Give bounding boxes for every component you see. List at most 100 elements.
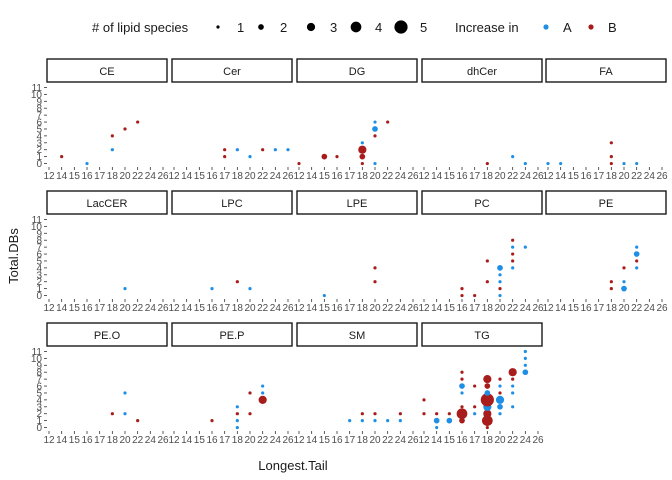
x-tick-label: 12 <box>43 303 55 314</box>
x-tick-label: 15 <box>568 171 580 182</box>
y-tick-label: 5 <box>36 124 42 135</box>
x-tick-label: 26 <box>157 303 169 314</box>
strip-label: Cer <box>223 66 241 78</box>
x-tick-label: 14 <box>431 171 443 182</box>
size-legend-title: # of lipid species <box>92 20 189 35</box>
x-tick-label: 12 <box>168 435 180 446</box>
data-point-B <box>485 280 489 284</box>
y-tick-label: 11 <box>32 215 43 226</box>
data-point-B <box>422 412 426 416</box>
data-point-B <box>136 120 140 124</box>
strip-box <box>296 58 418 83</box>
x-tick-label: 12 <box>418 303 430 314</box>
y-tick-label: 9 <box>36 229 42 240</box>
data-point-A <box>511 266 515 270</box>
x-tick-label: 15 <box>194 171 206 182</box>
x-tick-label: 16 <box>331 171 343 182</box>
data-point-B <box>473 405 477 409</box>
y-tick-label: 7 <box>36 111 42 122</box>
x-tick-label: 12 <box>542 171 554 182</box>
data-point-A <box>495 395 505 404</box>
x-tick-label: 22 <box>631 171 643 182</box>
y-tick-label: 2 <box>36 145 42 156</box>
x-tick-label: 20 <box>244 435 256 446</box>
data-point-A <box>348 419 352 423</box>
data-point-B <box>335 155 339 159</box>
x-tick-label: 18 <box>107 303 119 314</box>
data-point-A <box>360 141 364 145</box>
data-point-A <box>248 155 252 159</box>
x-tick-label: 14 <box>181 303 193 314</box>
strip-box <box>296 322 418 347</box>
x-axis-title: Longest.Tail <box>258 458 327 473</box>
x-tick-label: 20 <box>119 171 131 182</box>
x-tick-label: 17 <box>94 435 106 446</box>
data-point-B <box>460 405 464 409</box>
data-point-B <box>481 415 493 426</box>
x-tick-label: 17 <box>344 303 356 314</box>
x-tick-label: 22 <box>507 435 519 446</box>
x-tick-label: 12 <box>418 435 430 446</box>
data-point-A <box>546 161 550 166</box>
x-tick-label: 20 <box>494 303 506 314</box>
data-point-A <box>123 391 127 395</box>
x-tick-label: 14 <box>431 435 443 446</box>
data-point-A <box>433 417 440 424</box>
x-tick-label: 20 <box>369 171 381 182</box>
size-legend-marker <box>350 21 362 33</box>
x-tick-label: 22 <box>257 435 269 446</box>
x-tick-label: 15 <box>69 171 81 182</box>
data-point-B <box>110 412 114 416</box>
data-point-B <box>498 287 502 291</box>
data-point-B <box>373 280 377 284</box>
x-tick-label: 24 <box>270 171 282 182</box>
data-point-A <box>511 384 515 388</box>
data-point-B <box>321 153 328 160</box>
x-tick-label: 17 <box>469 303 481 314</box>
x-tick-label: 14 <box>306 171 318 182</box>
y-tick-label: 8 <box>36 368 42 379</box>
x-tick-label: 26 <box>532 303 544 314</box>
data-point-A <box>235 148 239 152</box>
data-point-A <box>261 391 265 395</box>
y-tick-label: 4 <box>36 395 42 406</box>
x-tick-label: 14 <box>181 171 193 182</box>
data-point-B <box>622 266 626 270</box>
size-legend-marker <box>394 20 408 34</box>
data-point-B <box>123 127 127 131</box>
data-point-B <box>447 412 451 416</box>
data-point-B <box>473 293 477 298</box>
strip-box <box>296 190 418 215</box>
x-tick-label: 14 <box>306 435 318 446</box>
data-point-B <box>223 155 227 159</box>
x-tick-label: 16 <box>456 171 468 182</box>
x-tick-label: 15 <box>444 435 456 446</box>
y-tick-label: 9 <box>36 97 42 108</box>
panel-dhCer: dhCer 12 14 15 16 17 18 20 22 24 26 <box>418 58 544 182</box>
x-tick-label: 26 <box>532 171 544 182</box>
x-tick-label: 17 <box>94 171 106 182</box>
data-point-B <box>398 412 402 416</box>
x-tick-label: 18 <box>482 171 494 182</box>
data-point-A <box>373 161 377 166</box>
data-point-A <box>460 391 464 395</box>
x-tick-label: 15 <box>319 303 331 314</box>
size-legend-label: 5 <box>420 20 427 35</box>
x-tick-label: 15 <box>69 435 81 446</box>
data-point-A <box>286 148 290 152</box>
y-tick-label: 5 <box>36 256 42 267</box>
x-tick-label: 26 <box>532 435 544 446</box>
x-tick-label: 17 <box>469 435 481 446</box>
x-tick-label: 20 <box>244 171 256 182</box>
x-tick-label: 24 <box>395 435 407 446</box>
panel-PC: PC 12 14 15 16 17 18 20 22 24 26 <box>418 190 544 314</box>
x-tick-label: 20 <box>494 435 506 446</box>
data-point-A <box>523 245 527 249</box>
data-point-A <box>373 120 377 124</box>
data-point-B <box>258 395 267 404</box>
